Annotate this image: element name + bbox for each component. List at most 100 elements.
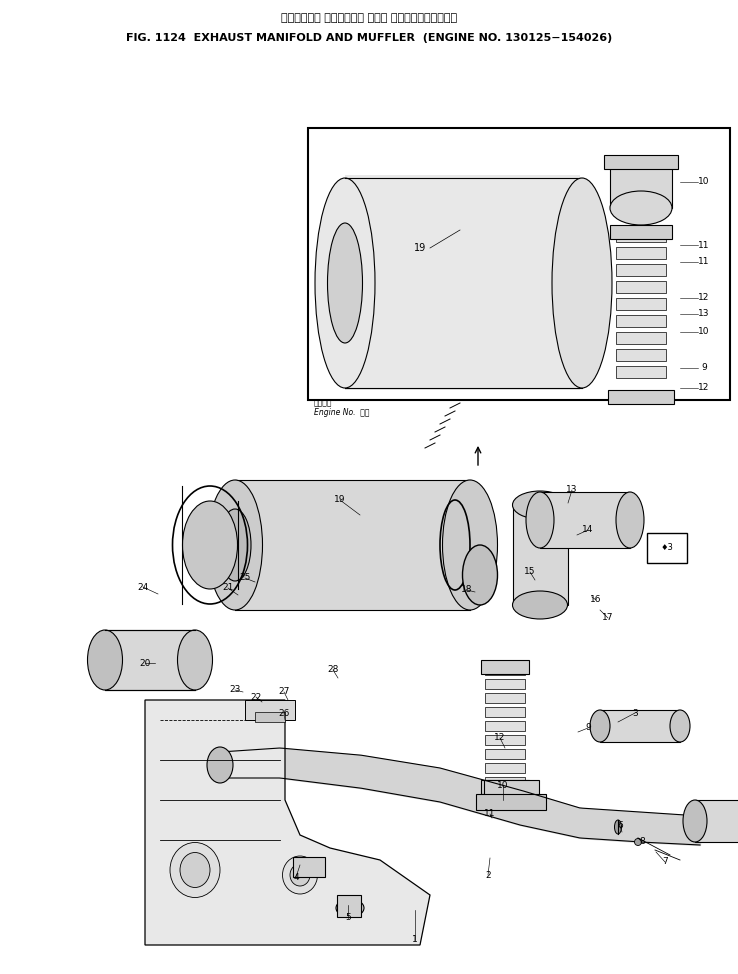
- Bar: [293, 857, 325, 877]
- Bar: [695, 800, 738, 842]
- Text: 19: 19: [414, 243, 426, 253]
- Bar: [485, 763, 525, 773]
- Text: 12: 12: [494, 733, 506, 742]
- Bar: [608, 390, 674, 404]
- Ellipse shape: [180, 852, 210, 887]
- Text: 8: 8: [639, 838, 645, 846]
- Text: 28: 28: [328, 665, 339, 675]
- Bar: [485, 721, 525, 731]
- Text: 9: 9: [701, 363, 707, 372]
- Text: 20: 20: [139, 658, 151, 667]
- Bar: [308, 128, 730, 400]
- Bar: [105, 630, 195, 690]
- Bar: [616, 264, 666, 276]
- Ellipse shape: [178, 630, 213, 690]
- Text: 11: 11: [698, 241, 710, 249]
- Ellipse shape: [512, 591, 568, 619]
- Text: 7: 7: [662, 857, 668, 867]
- Text: 15: 15: [524, 568, 536, 577]
- Text: 9: 9: [585, 724, 591, 732]
- Text: 24: 24: [137, 582, 148, 591]
- Text: 10: 10: [698, 327, 710, 336]
- Ellipse shape: [219, 509, 251, 581]
- Text: 10: 10: [497, 780, 508, 790]
- Text: ♦3: ♦3: [661, 543, 674, 552]
- Ellipse shape: [610, 191, 672, 225]
- Text: 16: 16: [590, 595, 601, 605]
- Text: 6: 6: [617, 821, 623, 831]
- Ellipse shape: [170, 843, 220, 897]
- Ellipse shape: [443, 480, 497, 610]
- Polygon shape: [145, 700, 430, 945]
- Bar: [600, 710, 680, 742]
- Ellipse shape: [328, 223, 362, 343]
- Text: 18: 18: [461, 585, 473, 594]
- Text: 1: 1: [412, 935, 418, 945]
- Bar: [485, 735, 525, 745]
- Ellipse shape: [283, 856, 317, 894]
- Bar: [616, 332, 666, 344]
- Text: 適用号等
Engine No.  ・～: 適用号等 Engine No. ・～: [314, 398, 370, 418]
- Ellipse shape: [526, 492, 554, 548]
- Text: 21: 21: [222, 583, 234, 592]
- Text: エキゾースト マニホールド および マフラー　　適用号等: エキゾースト マニホールド および マフラー 適用号等: [281, 13, 457, 23]
- Bar: [485, 679, 525, 689]
- Text: 4: 4: [293, 873, 299, 881]
- Text: 27: 27: [278, 688, 290, 696]
- Bar: [616, 366, 666, 378]
- Ellipse shape: [670, 710, 690, 742]
- Ellipse shape: [207, 480, 263, 610]
- Text: 14: 14: [582, 526, 593, 535]
- Ellipse shape: [290, 864, 310, 886]
- Bar: [540, 492, 630, 548]
- Text: 2: 2: [485, 871, 491, 880]
- Bar: [610, 158, 672, 208]
- Text: 11: 11: [698, 257, 710, 267]
- Ellipse shape: [207, 747, 233, 783]
- Text: 17: 17: [602, 614, 614, 622]
- Text: 12: 12: [698, 293, 710, 303]
- Bar: [604, 155, 678, 169]
- Ellipse shape: [683, 800, 707, 842]
- Text: 10: 10: [698, 177, 710, 186]
- Polygon shape: [345, 175, 580, 390]
- Bar: [485, 777, 525, 787]
- Ellipse shape: [552, 178, 612, 388]
- Bar: [616, 315, 666, 327]
- Text: 13: 13: [566, 485, 578, 495]
- Text: 25: 25: [239, 574, 251, 582]
- Ellipse shape: [590, 710, 610, 742]
- Text: FIG. 1124  EXHAUST MANIFOLD AND MUFFLER  (ENGINE NO. 130125−154026): FIG. 1124 EXHAUST MANIFOLD AND MUFFLER (…: [126, 33, 612, 43]
- Text: 12: 12: [698, 384, 710, 393]
- Bar: [513, 505, 568, 605]
- Bar: [616, 298, 666, 310]
- Ellipse shape: [336, 899, 364, 917]
- Bar: [337, 895, 361, 917]
- Bar: [255, 712, 285, 722]
- Bar: [481, 660, 529, 674]
- Ellipse shape: [315, 178, 375, 388]
- Ellipse shape: [182, 501, 238, 589]
- Bar: [616, 230, 666, 242]
- Bar: [616, 281, 666, 293]
- Text: 13: 13: [698, 310, 710, 318]
- Ellipse shape: [88, 630, 123, 690]
- Ellipse shape: [635, 839, 641, 845]
- Text: 23: 23: [230, 686, 241, 694]
- Bar: [485, 749, 525, 759]
- Bar: [616, 349, 666, 361]
- Bar: [481, 780, 529, 794]
- Text: 22: 22: [250, 693, 262, 701]
- Text: 5: 5: [345, 914, 351, 922]
- Ellipse shape: [463, 545, 497, 605]
- Bar: [485, 707, 525, 717]
- Bar: [616, 247, 666, 259]
- Text: 26: 26: [278, 708, 290, 718]
- Bar: [476, 794, 546, 810]
- Polygon shape: [235, 480, 470, 610]
- Bar: [610, 225, 672, 239]
- Text: 11: 11: [484, 809, 496, 818]
- Bar: [485, 693, 525, 703]
- Bar: [647, 533, 687, 563]
- Text: 19: 19: [334, 496, 345, 505]
